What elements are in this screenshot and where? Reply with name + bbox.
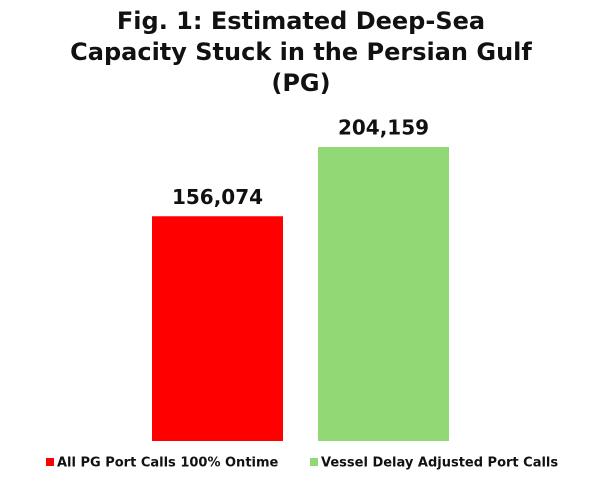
value-label: 204,159 bbox=[338, 116, 429, 140]
legend-label: Vessel Delay Adjusted Port Calls bbox=[321, 456, 558, 471]
legend-label: All PG Port Calls 100% Ontime bbox=[57, 456, 279, 471]
legend-swatch bbox=[46, 458, 54, 466]
legend-swatch bbox=[310, 458, 318, 466]
bar bbox=[152, 216, 283, 441]
value-label: 156,074 bbox=[172, 185, 263, 209]
bar bbox=[318, 147, 449, 441]
chart-title: Fig. 1: Estimated Deep-Sea Capacity Stuc… bbox=[70, 7, 532, 97]
